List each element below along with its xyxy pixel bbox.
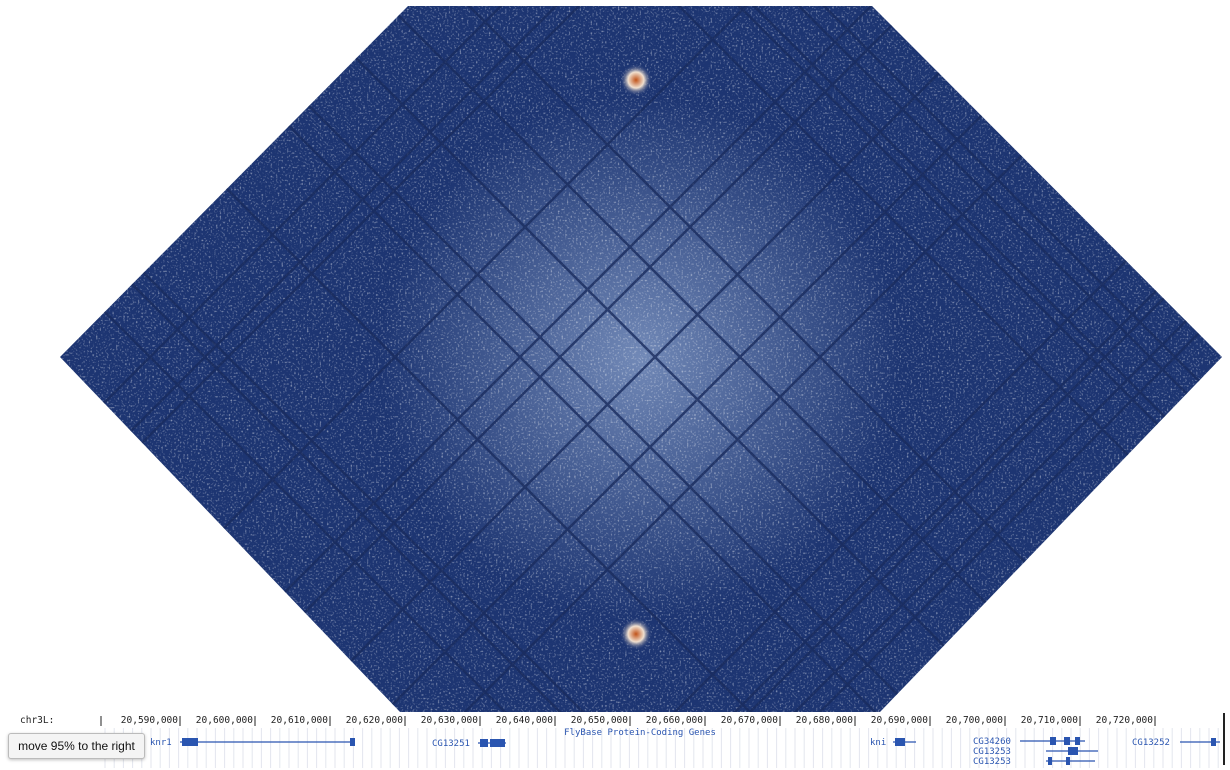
- ruler-label: 20,720,000: [1096, 715, 1153, 726]
- ruler-label: 20,630,000: [421, 715, 478, 726]
- ruler-label: 20,610,000: [271, 715, 328, 726]
- ruler-label: 20,650,000: [571, 715, 628, 726]
- ruler-label: 20,710,000: [1021, 715, 1078, 726]
- gene-exon: [350, 738, 355, 746]
- genome-browser: chr3L: 20,590,00020,600,00020,610,00020,…: [0, 0, 1230, 770]
- gene-label: knr1: [150, 738, 172, 748]
- heatmap-peak: [620, 64, 652, 96]
- ruler-label: 20,690,000: [871, 715, 928, 726]
- ruler-label: 20,700,000: [946, 715, 1003, 726]
- ruler-label: 20,640,000: [496, 715, 553, 726]
- gene-exon: [1066, 757, 1070, 765]
- gene-label: kni: [870, 738, 886, 748]
- gene-label: CG13252: [1132, 738, 1170, 748]
- browser-canvas: chr3L: 20,590,00020,600,00020,610,00020,…: [0, 0, 1230, 770]
- ruler-ticks: 20,590,000 20,600,000 20,610,000 20,620,000…: [121, 715, 1155, 726]
- ruler-label: 20,590,000: [121, 715, 178, 726]
- ruler-label: 20,660,000: [646, 715, 703, 726]
- ruler-label: 20,620,000: [346, 715, 403, 726]
- gene-label: CG34260: [973, 737, 1011, 747]
- gene-exon: [895, 738, 905, 746]
- heatmap-noise: [0, 0, 1230, 720]
- gene-exon: [1068, 747, 1078, 755]
- ruler-label: 20,670,000: [721, 715, 778, 726]
- ruler-label: 20,680,000: [796, 715, 853, 726]
- gene-exon: [1048, 757, 1052, 765]
- ruler-label: 20,600,000: [196, 715, 253, 726]
- gene-exon: [182, 738, 198, 746]
- track-title: FlyBase Protein-Coding Genes: [564, 728, 716, 738]
- gene-exon: [1050, 737, 1056, 745]
- gene-label: CG13251: [432, 739, 470, 749]
- gene-label: CG13253: [973, 747, 1011, 757]
- gene-exon: [1064, 737, 1070, 745]
- gene-label: CG13253: [973, 757, 1011, 767]
- chrom-label: chr3L:: [20, 715, 54, 726]
- tooltip: move 95% to the right: [8, 733, 145, 759]
- stripe: [1175, 0, 1230, 357]
- contact-heatmap: [0, 0, 1230, 757]
- heatmap-peak: [620, 618, 652, 650]
- gene-exon: [480, 739, 488, 747]
- gene-exon: [1075, 737, 1080, 745]
- gene-exon: [1211, 738, 1216, 746]
- gene-exon: [490, 739, 505, 747]
- stripe: [1175, 357, 1230, 757]
